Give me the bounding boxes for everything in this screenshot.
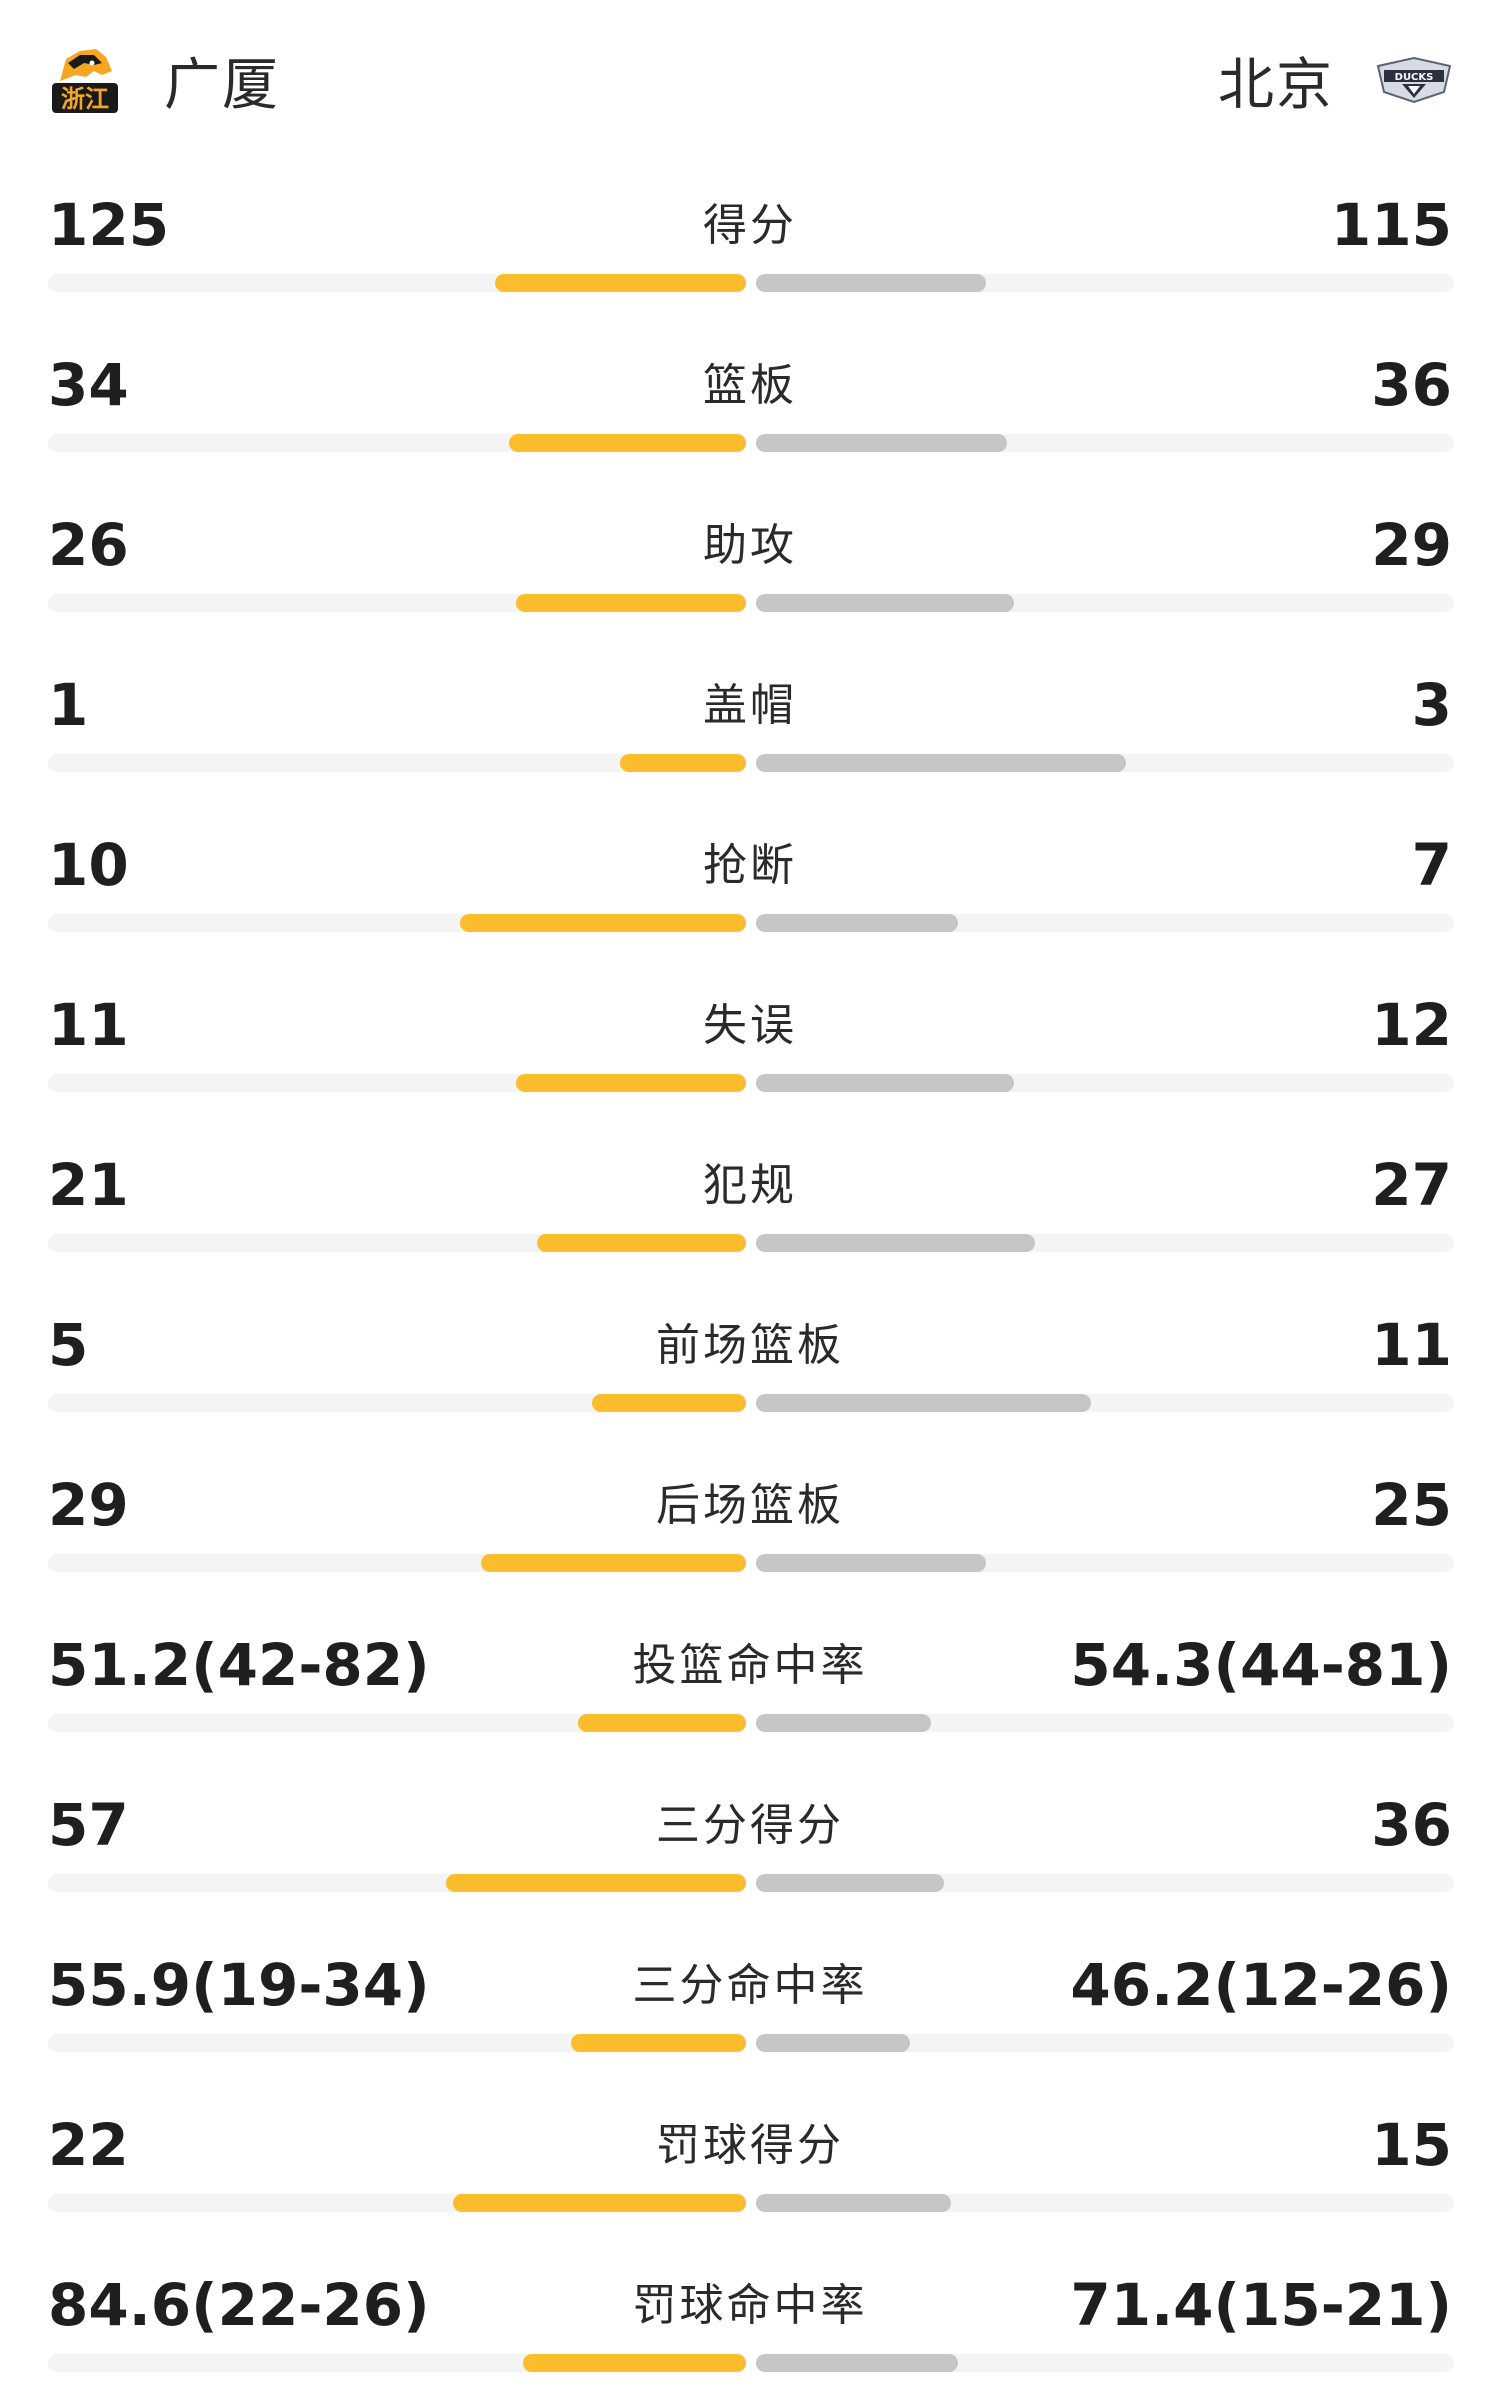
home-stat-value: 22 bbox=[48, 2111, 129, 2179]
stat-label: 罚球命中率 bbox=[632, 2280, 868, 2331]
team-header: 浙江 广厦 北京 DUCKS bbox=[0, 0, 1500, 160]
home-stat-value: 55.9(19-34) bbox=[48, 1951, 430, 2019]
home-bar-track bbox=[48, 754, 746, 772]
away-bar-fill bbox=[756, 594, 1014, 612]
away-bar-fill bbox=[756, 434, 1007, 452]
away-bar-track bbox=[756, 1714, 1454, 1732]
svg-text:浙江: 浙江 bbox=[61, 85, 109, 113]
stat-label: 三分得分 bbox=[656, 1800, 844, 1851]
stat-row: 57 三分得分 36 bbox=[0, 1760, 1500, 1920]
home-bar-fill bbox=[571, 2034, 746, 2052]
stat-row: 10 抢断 7 bbox=[0, 800, 1500, 960]
away-bar-fill bbox=[756, 1394, 1091, 1412]
home-bar-fill bbox=[481, 1554, 746, 1572]
home-bar-track bbox=[48, 1714, 746, 1732]
away-stat-value: 25 bbox=[1371, 1471, 1452, 1539]
home-stat-value: 125 bbox=[48, 191, 170, 259]
stat-row: 125 得分 115 bbox=[0, 160, 1500, 320]
home-bar-fill bbox=[523, 2354, 746, 2372]
home-stat-value: 57 bbox=[48, 1791, 129, 1859]
home-bar-fill bbox=[537, 1234, 746, 1252]
away-stat-value: 15 bbox=[1371, 2111, 1452, 2179]
stat-label: 三分命中率 bbox=[632, 1960, 868, 2011]
home-stat-value: 21 bbox=[48, 1151, 129, 1219]
home-stat-value: 1 bbox=[48, 671, 89, 739]
home-bar-fill bbox=[620, 754, 746, 772]
away-team[interactable]: 北京 DUCKS bbox=[1218, 40, 1454, 120]
stat-row: 26 助攻 29 bbox=[0, 480, 1500, 640]
away-bar-fill bbox=[756, 2354, 958, 2372]
away-stat-value: 115 bbox=[1330, 191, 1452, 259]
home-bar-fill bbox=[578, 1714, 746, 1732]
home-bar-fill bbox=[495, 274, 746, 292]
stat-label: 得分 bbox=[703, 200, 797, 251]
away-stat-value: 3 bbox=[1411, 671, 1452, 739]
home-team[interactable]: 浙江 广厦 bbox=[46, 40, 280, 120]
away-stat-value: 36 bbox=[1371, 351, 1452, 419]
away-bar-track bbox=[756, 2034, 1454, 2052]
home-stat-value: 10 bbox=[48, 831, 129, 899]
away-stat-value: 11 bbox=[1371, 1311, 1452, 1379]
stat-row: 34 篮板 36 bbox=[0, 320, 1500, 480]
away-stat-value: 54.3(44-81) bbox=[1070, 1631, 1452, 1699]
home-bar-fill bbox=[460, 914, 746, 932]
stat-label: 前场篮板 bbox=[656, 1320, 844, 1371]
stat-row: 22 罚球得分 15 bbox=[0, 2080, 1500, 2240]
stat-label: 失误 bbox=[703, 1000, 797, 1051]
away-bar-fill bbox=[756, 2034, 910, 2052]
away-bar-fill bbox=[756, 1714, 931, 1732]
svg-text:DUCKS: DUCKS bbox=[1395, 72, 1434, 83]
away-stat-value: 7 bbox=[1411, 831, 1452, 899]
home-team-name: 广厦 bbox=[164, 52, 280, 118]
away-bar-fill bbox=[756, 754, 1126, 772]
home-stat-value: 84.6(22-26) bbox=[48, 2271, 430, 2339]
home-bar-fill bbox=[453, 2194, 746, 2212]
home-bar-fill bbox=[592, 1394, 746, 1412]
home-bar-track bbox=[48, 1394, 746, 1412]
home-bar-fill bbox=[446, 1874, 746, 1892]
away-stat-value: 71.4(15-21) bbox=[1070, 2271, 1452, 2339]
home-stat-value: 11 bbox=[48, 991, 129, 1059]
stat-label: 篮板 bbox=[703, 360, 797, 411]
stat-row: 51.2(42-82) 投篮命中率 54.3(44-81) bbox=[0, 1600, 1500, 1760]
away-stat-value: 46.2(12-26) bbox=[1070, 1951, 1452, 2019]
away-bar-fill bbox=[756, 1074, 1014, 1092]
stat-row: 11 失误 12 bbox=[0, 960, 1500, 1120]
home-stat-value: 26 bbox=[48, 511, 129, 579]
stat-row: 55.9(19-34) 三分命中率 46.2(12-26) bbox=[0, 1920, 1500, 2080]
home-stat-value: 51.2(42-82) bbox=[48, 1631, 430, 1699]
home-stat-value: 5 bbox=[48, 1311, 89, 1379]
away-bar-fill bbox=[756, 274, 986, 292]
stat-label: 后场篮板 bbox=[656, 1480, 844, 1531]
away-bar-fill bbox=[756, 914, 958, 932]
stat-label: 罚球得分 bbox=[656, 2120, 844, 2171]
away-bar-fill bbox=[756, 1234, 1035, 1252]
stat-label: 投篮命中率 bbox=[632, 1640, 868, 1691]
stat-label: 助攻 bbox=[703, 520, 797, 571]
stat-label: 犯规 bbox=[703, 1160, 797, 1211]
away-bar-fill bbox=[756, 1874, 944, 1892]
home-stat-value: 34 bbox=[48, 351, 129, 419]
home-bar-fill bbox=[509, 434, 746, 452]
stat-row: 21 犯规 27 bbox=[0, 1120, 1500, 1280]
away-bar-fill bbox=[756, 2194, 951, 2212]
home-bar-fill bbox=[516, 594, 746, 612]
stat-row: 1 盖帽 3 bbox=[0, 640, 1500, 800]
zhejiang-lion-logo-icon: 浙江 bbox=[52, 49, 118, 113]
home-stat-value: 29 bbox=[48, 1471, 129, 1539]
stat-label: 抢断 bbox=[703, 840, 797, 891]
home-bar-fill bbox=[516, 1074, 746, 1092]
stats-list: 125 得分 115 34 篮板 36 26 助攻 29 1 盖帽 3 10 抢断 7 11 失误 12 21 犯规 2… bbox=[0, 160, 1500, 2400]
stat-row: 84.6(22-26) 罚球命中率 71.4(15-21) bbox=[0, 2240, 1500, 2400]
away-stat-value: 12 bbox=[1371, 991, 1452, 1059]
away-stat-value: 29 bbox=[1371, 511, 1452, 579]
away-stat-value: 27 bbox=[1371, 1151, 1452, 1219]
away-stat-value: 36 bbox=[1371, 1791, 1452, 1859]
stat-label: 盖帽 bbox=[703, 680, 797, 731]
away-team-name: 北京 bbox=[1218, 52, 1334, 118]
beijing-ducks-logo-icon: DUCKS bbox=[1376, 56, 1452, 104]
stat-row: 5 前场篮板 11 bbox=[0, 1280, 1500, 1440]
stat-row: 29 后场篮板 25 bbox=[0, 1440, 1500, 1600]
away-bar-fill bbox=[756, 1554, 986, 1572]
